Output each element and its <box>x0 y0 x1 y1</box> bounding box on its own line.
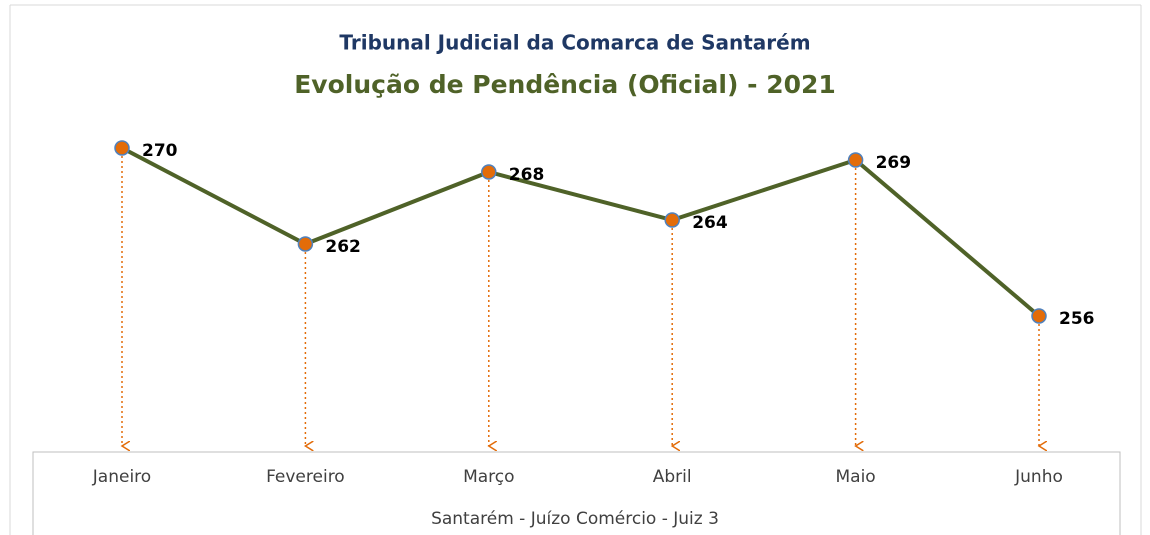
x-tick-label: Janeiro <box>92 467 151 487</box>
chart-title: Tribunal Judicial da Comarca de Santarém <box>339 31 810 55</box>
marker <box>847 152 864 168</box>
marker <box>664 212 680 228</box>
data-label: 270 <box>142 141 178 161</box>
x-tick-label: Maio <box>835 467 875 487</box>
marker <box>114 140 130 156</box>
x-axis-label: Santarém - Juízo Comércio - Juiz 3 <box>431 509 719 529</box>
data-label: 269 <box>876 153 912 173</box>
marker <box>1031 308 1047 324</box>
axis-box <box>32 451 1121 535</box>
marker <box>297 236 314 252</box>
data-label: 262 <box>325 237 361 257</box>
data-line <box>121 146 1041 318</box>
data-label: 264 <box>692 213 728 233</box>
x-tick-label: Fevereiro <box>266 467 345 487</box>
data-label: 256 <box>1059 309 1095 329</box>
data-label: 268 <box>509 165 545 185</box>
x-tick-label: Abril <box>653 467 692 487</box>
x-tick-label: Junho <box>1014 467 1063 487</box>
x-tick-label: Março <box>463 467 514 487</box>
chart-subtitle: Evolução de Pendência (Oficial) - 2021 <box>294 70 836 99</box>
marker <box>481 164 497 180</box>
